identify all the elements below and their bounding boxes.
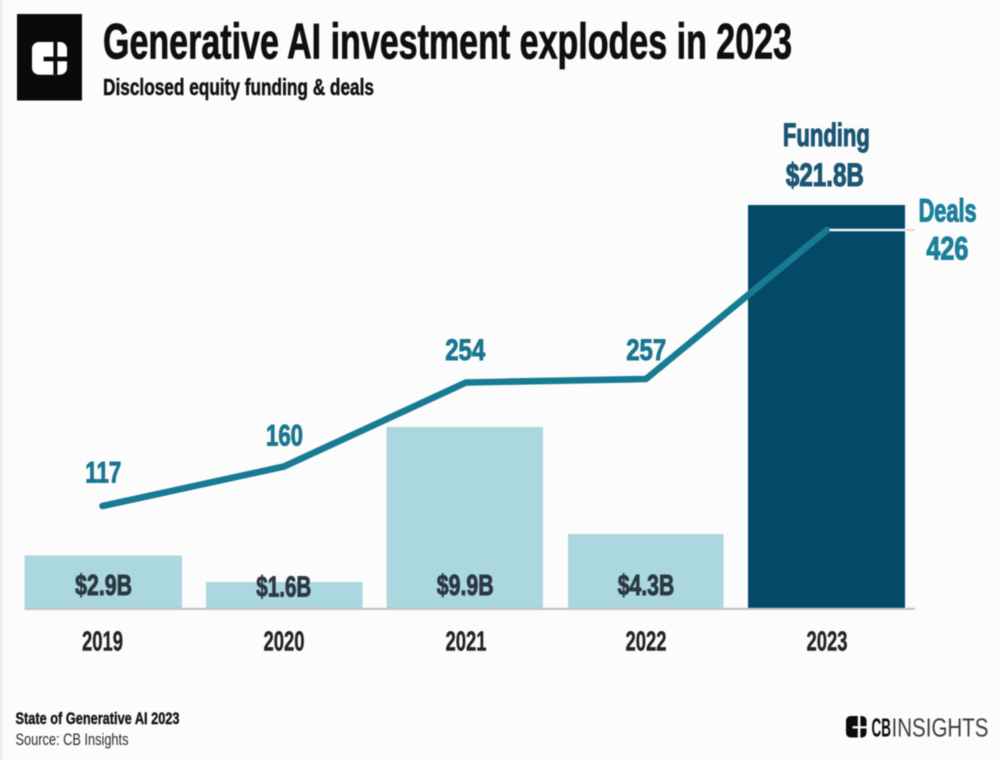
svg-text:2021: 2021 xyxy=(446,626,487,657)
svg-text:Funding: Funding xyxy=(783,117,870,153)
svg-text:254: 254 xyxy=(445,334,485,367)
svg-text:2019: 2019 xyxy=(82,626,123,657)
svg-text:2022: 2022 xyxy=(626,626,667,657)
svg-text:Source: CB Insights: Source: CB Insights xyxy=(16,731,129,749)
svg-text:426: 426 xyxy=(926,231,968,267)
svg-text:117: 117 xyxy=(85,457,121,490)
svg-text:Deals: Deals xyxy=(919,193,977,229)
svg-text:257: 257 xyxy=(626,334,666,367)
svg-text:INSIGHTS: INSIGHTS xyxy=(892,712,989,742)
svg-text:2023: 2023 xyxy=(807,626,848,657)
svg-text:$1.6B: $1.6B xyxy=(256,572,311,604)
svg-text:Generative AI investment explo: Generative AI investment explodes in 202… xyxy=(103,13,792,69)
svg-text:$9.9B: $9.9B xyxy=(437,570,494,602)
svg-text:2020: 2020 xyxy=(264,626,305,657)
svg-text:$2.9B: $2.9B xyxy=(75,570,132,602)
svg-text:Disclosed equity funding & dea: Disclosed equity funding & deals xyxy=(103,74,374,100)
svg-text:State of Generative AI 2023: State of Generative AI 2023 xyxy=(16,710,180,728)
svg-text:$21.8B: $21.8B xyxy=(786,157,864,193)
svg-text:CB: CB xyxy=(872,712,892,742)
svg-text:160: 160 xyxy=(266,420,303,453)
svg-text:$4.3B: $4.3B xyxy=(618,570,675,602)
